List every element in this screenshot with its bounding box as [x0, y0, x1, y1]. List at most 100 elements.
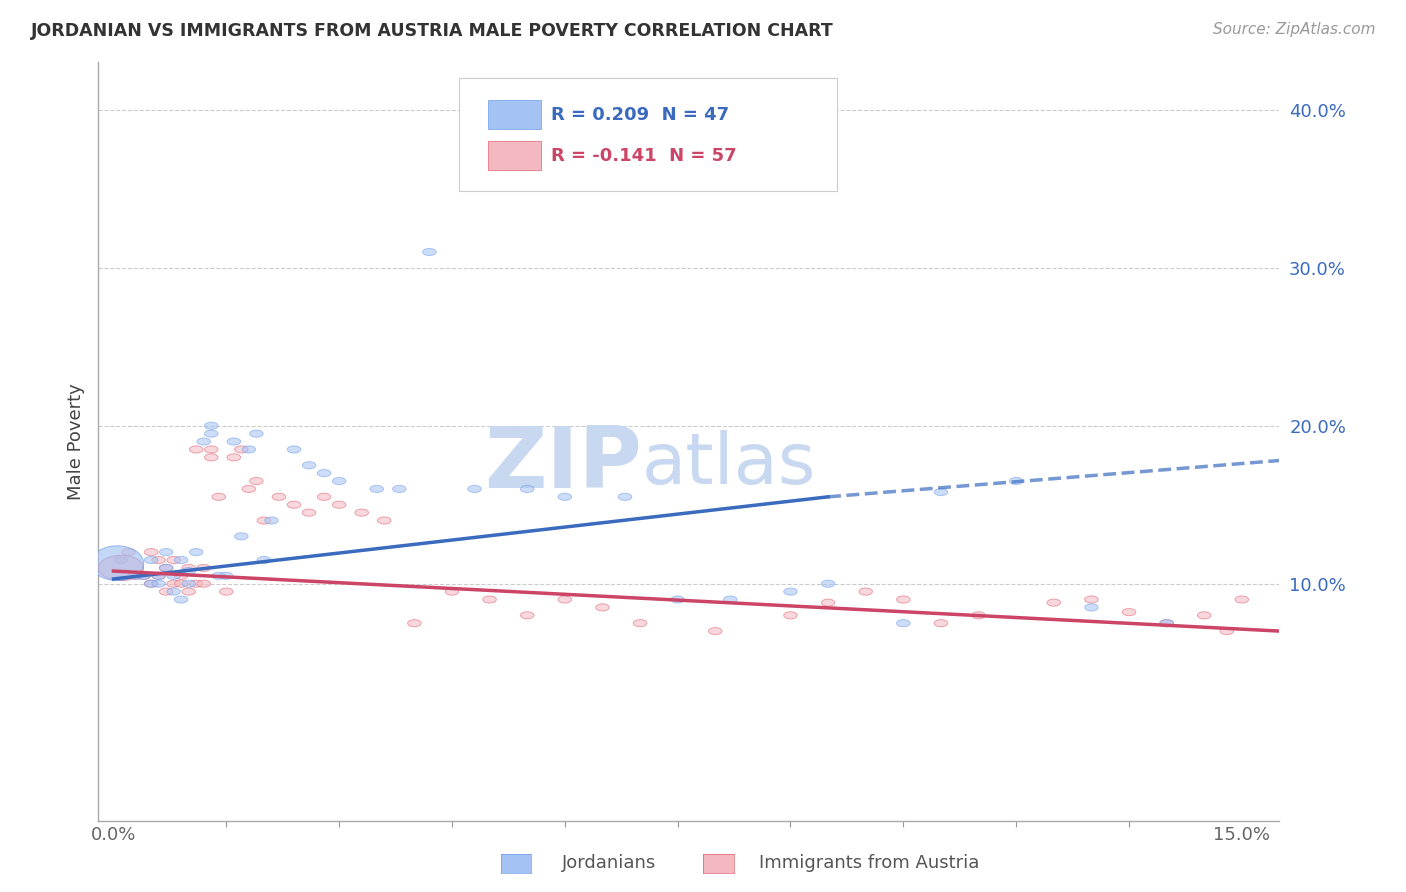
Ellipse shape — [1047, 599, 1060, 607]
Ellipse shape — [897, 620, 910, 627]
Ellipse shape — [287, 446, 301, 453]
Ellipse shape — [482, 596, 496, 603]
Ellipse shape — [181, 580, 195, 587]
Ellipse shape — [129, 573, 143, 580]
Text: Source: ZipAtlas.com: Source: ZipAtlas.com — [1212, 22, 1375, 37]
Ellipse shape — [190, 446, 202, 453]
Ellipse shape — [197, 438, 211, 445]
Ellipse shape — [204, 422, 218, 429]
Ellipse shape — [1234, 596, 1249, 603]
Ellipse shape — [145, 580, 157, 587]
Ellipse shape — [242, 446, 256, 453]
Ellipse shape — [212, 573, 225, 580]
Ellipse shape — [520, 485, 534, 492]
Ellipse shape — [174, 573, 188, 580]
Ellipse shape — [167, 588, 180, 595]
Ellipse shape — [1198, 612, 1211, 619]
Ellipse shape — [423, 249, 436, 255]
Ellipse shape — [859, 588, 873, 595]
Ellipse shape — [167, 573, 180, 580]
Ellipse shape — [204, 446, 218, 453]
Ellipse shape — [219, 573, 233, 580]
Ellipse shape — [302, 509, 316, 516]
Ellipse shape — [145, 549, 157, 556]
Ellipse shape — [219, 588, 233, 595]
Ellipse shape — [242, 485, 256, 492]
Ellipse shape — [197, 580, 211, 587]
Ellipse shape — [174, 580, 188, 587]
Ellipse shape — [204, 454, 218, 461]
Ellipse shape — [91, 546, 143, 581]
Ellipse shape — [181, 588, 195, 595]
Ellipse shape — [159, 588, 173, 595]
Ellipse shape — [1160, 620, 1174, 627]
Ellipse shape — [1220, 628, 1233, 634]
Ellipse shape — [558, 493, 572, 500]
Ellipse shape — [159, 565, 173, 572]
Ellipse shape — [114, 557, 128, 564]
Ellipse shape — [619, 493, 631, 500]
Ellipse shape — [783, 588, 797, 595]
Ellipse shape — [934, 489, 948, 496]
Ellipse shape — [1010, 477, 1024, 484]
Ellipse shape — [520, 612, 534, 619]
Ellipse shape — [633, 620, 647, 627]
Ellipse shape — [821, 599, 835, 607]
Ellipse shape — [1122, 608, 1136, 615]
Ellipse shape — [264, 517, 278, 524]
Ellipse shape — [181, 565, 195, 572]
Ellipse shape — [98, 555, 143, 581]
Ellipse shape — [446, 588, 458, 595]
Ellipse shape — [354, 509, 368, 516]
Ellipse shape — [257, 517, 271, 524]
Text: Immigrants from Austria: Immigrants from Austria — [759, 854, 980, 871]
Ellipse shape — [122, 549, 135, 556]
Ellipse shape — [273, 493, 285, 500]
Ellipse shape — [136, 573, 150, 580]
Ellipse shape — [302, 462, 316, 469]
Ellipse shape — [287, 501, 301, 508]
Ellipse shape — [250, 430, 263, 437]
Ellipse shape — [468, 485, 481, 492]
FancyBboxPatch shape — [488, 101, 541, 129]
Ellipse shape — [190, 580, 202, 587]
Ellipse shape — [724, 596, 737, 603]
FancyBboxPatch shape — [488, 141, 541, 170]
Ellipse shape — [596, 604, 609, 611]
Ellipse shape — [174, 557, 188, 564]
Ellipse shape — [226, 438, 240, 445]
Ellipse shape — [332, 501, 346, 508]
FancyBboxPatch shape — [458, 78, 837, 191]
Ellipse shape — [159, 549, 173, 556]
Ellipse shape — [934, 620, 948, 627]
Ellipse shape — [152, 580, 166, 587]
Ellipse shape — [558, 596, 572, 603]
Text: R = 0.209  N = 47: R = 0.209 N = 47 — [551, 106, 728, 124]
Ellipse shape — [972, 612, 986, 619]
Ellipse shape — [114, 557, 128, 564]
Text: Jordanians: Jordanians — [562, 854, 657, 871]
Ellipse shape — [897, 596, 910, 603]
Ellipse shape — [318, 493, 330, 500]
Ellipse shape — [152, 573, 166, 580]
Ellipse shape — [332, 477, 346, 484]
Ellipse shape — [377, 517, 391, 524]
Ellipse shape — [392, 485, 406, 492]
Ellipse shape — [204, 430, 218, 437]
Ellipse shape — [159, 565, 173, 572]
Text: JORDANIAN VS IMMIGRANTS FROM AUSTRIA MALE POVERTY CORRELATION CHART: JORDANIAN VS IMMIGRANTS FROM AUSTRIA MAL… — [31, 22, 834, 40]
Ellipse shape — [235, 533, 247, 540]
Ellipse shape — [1160, 620, 1174, 627]
Ellipse shape — [136, 573, 150, 580]
Ellipse shape — [318, 469, 330, 476]
Ellipse shape — [709, 628, 723, 634]
Text: atlas: atlas — [641, 430, 815, 499]
Ellipse shape — [190, 549, 202, 556]
Ellipse shape — [167, 580, 180, 587]
Ellipse shape — [235, 446, 247, 453]
Y-axis label: Male Poverty: Male Poverty — [66, 384, 84, 500]
Ellipse shape — [145, 557, 157, 564]
Ellipse shape — [408, 620, 422, 627]
Ellipse shape — [821, 580, 835, 587]
Ellipse shape — [145, 580, 157, 587]
